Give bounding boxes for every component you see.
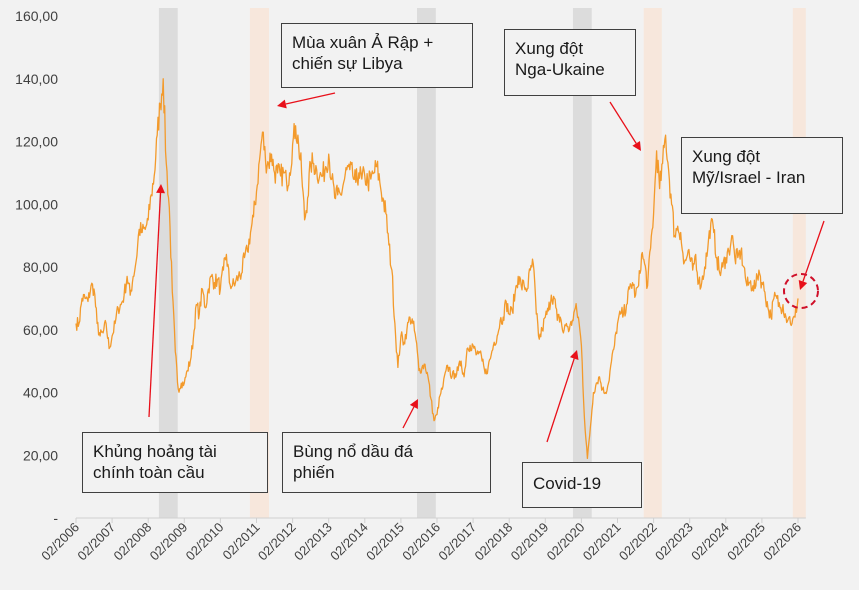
x-tick-label: 02/2023 (652, 520, 696, 564)
x-tick-label: 02/2006 (38, 520, 82, 564)
shaded-period (249, 8, 270, 518)
shaded-period (417, 8, 436, 518)
y-tick-label: 140,00 (15, 71, 58, 87)
y-tick-label: 20,00 (23, 447, 58, 463)
annotation-financial-crisis: Khủng hoảng tài chính toàn cầu (82, 432, 268, 493)
arrow-line (148, 192, 162, 418)
highlight-circle (783, 273, 819, 309)
y-tick-label: 160,00 (15, 8, 58, 24)
y-tick-label: 100,00 (15, 196, 58, 212)
arrow-head (156, 184, 166, 194)
annotation-shale-boom: Bùng nổ dầu đá phiến (282, 432, 491, 493)
x-tick-label: 02/2011 (219, 520, 262, 563)
arrow-line (285, 92, 336, 105)
x-tick-label: 02/2015 (363, 520, 407, 564)
x-tick-label: 02/2019 (508, 520, 552, 564)
y-tick-label: 60,00 (23, 322, 58, 338)
x-tick-label: 02/2022 (616, 520, 660, 564)
x-tick-label: 02/2014 (327, 520, 371, 564)
y-tick-label: 40,00 (23, 385, 58, 401)
arrow-head (409, 399, 418, 410)
shaded-period (572, 8, 592, 518)
shaded-period (643, 8, 662, 518)
x-tick-label: 02/2007 (74, 520, 118, 564)
arrow-head (569, 350, 579, 360)
x-tick-label: 02/2008 (110, 520, 154, 564)
x-tick-label: 02/2021 (580, 520, 624, 564)
x-tick-label: 02/2013 (291, 520, 335, 564)
annotation-covid: Covid-19 (522, 462, 642, 508)
x-tick-label: 02/2017 (435, 520, 479, 564)
x-tick-label: 02/2020 (544, 520, 588, 564)
arrow-line (609, 101, 637, 144)
annotation-us-israel-iran: Xung đột Mỹ/Israel - Iran (681, 137, 843, 214)
annotation-arab-spring: Mùa xuân Ả Rập + chiến sự Libya (281, 23, 473, 88)
shaded-period (792, 8, 806, 518)
x-tick-label: 02/2024 (688, 520, 732, 564)
price-line (75, 78, 799, 460)
y-tick-label: 120,00 (15, 134, 58, 150)
arrow-line (546, 358, 575, 443)
arrow-line (802, 220, 825, 282)
x-tick-label: 02/2016 (399, 520, 443, 564)
arrow-line (402, 406, 415, 429)
shaded-periods (158, 8, 806, 518)
annotation-russia-ukraine: Xung đột Nga-Ukaine (504, 29, 636, 96)
y-tick-label: 80,00 (23, 259, 58, 275)
x-tick-label: 02/2010 (183, 520, 227, 564)
x-tick-label: 02/2018 (471, 520, 515, 564)
x-tick-label: 02/2026 (760, 520, 804, 564)
arrow-head (798, 280, 808, 290)
arrow-head (632, 140, 641, 151)
x-tick-label: 02/2009 (147, 520, 191, 564)
shaded-period (158, 8, 178, 518)
annotation-arrows (148, 92, 825, 443)
x-tick-label: 02/2025 (724, 520, 768, 564)
x-tick-label: 02/2012 (255, 520, 299, 564)
arrow-head (277, 99, 287, 109)
y-tick-label: - (53, 510, 58, 526)
